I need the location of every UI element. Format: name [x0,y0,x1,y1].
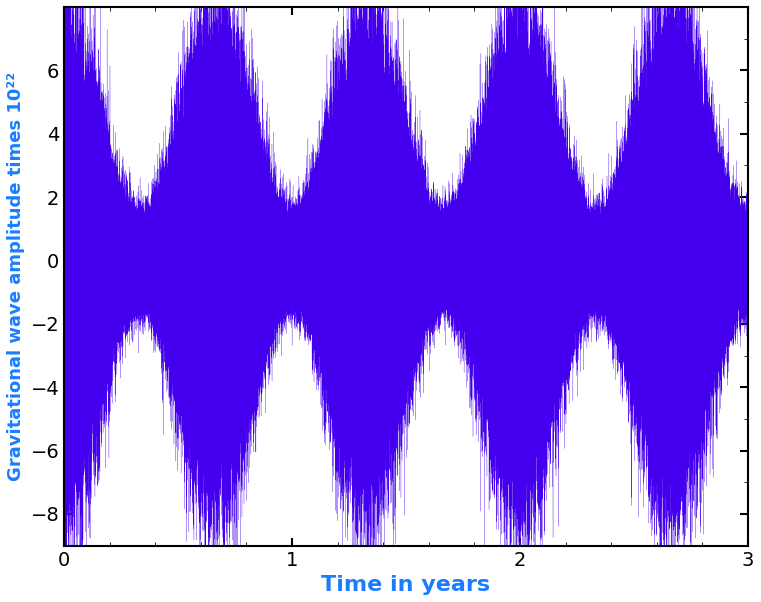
Y-axis label: Gravitational wave amplitude times 10²²: Gravitational wave amplitude times 10²² [7,72,25,481]
X-axis label: Time in years: Time in years [321,575,491,595]
